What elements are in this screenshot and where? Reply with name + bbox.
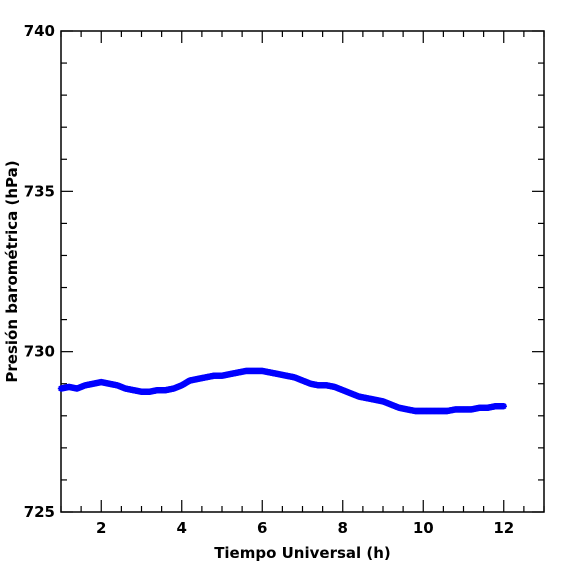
data-series: [57, 367, 507, 415]
x-axis-label: Tiempo Universal (h): [214, 544, 391, 562]
tick-labels: 2 4 6 8 10 12 725 730 735 740: [24, 22, 515, 537]
x-tick-label: 4: [177, 519, 187, 537]
x-tick-label: 10: [413, 519, 434, 537]
y-tick-label: 740: [24, 22, 55, 40]
y-tick-label: 730: [24, 343, 55, 361]
y-tick-label: 735: [24, 182, 55, 200]
plot-frame: [60, 30, 545, 513]
x-tick-label: 8: [338, 519, 348, 537]
x-tick-label: 12: [493, 519, 514, 537]
x-tick-label: 2: [96, 519, 106, 537]
data-point: [500, 402, 507, 410]
y-tick-label: 725: [24, 503, 55, 521]
y-axis-label: Presión barométrica (hPa): [3, 160, 21, 382]
axis-ticks: [60, 30, 545, 513]
x-tick-label: 6: [257, 519, 267, 537]
